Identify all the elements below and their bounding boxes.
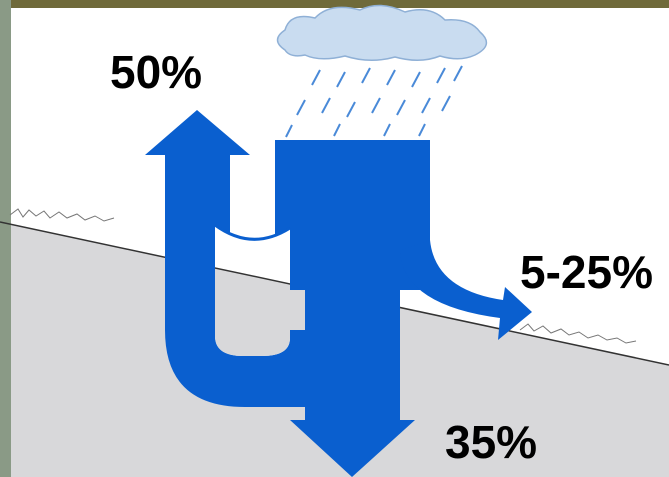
cup: [214, 223, 291, 356]
cloud: [276, 4, 488, 61]
left-strip: [0, 0, 11, 477]
runoff-arrow: [400, 240, 532, 340]
infiltration-arrow: [290, 280, 415, 477]
top-strip: [0, 0, 669, 8]
infiltration-label: 35%: [445, 416, 537, 468]
grass: [519, 323, 637, 344]
rain: [285, 65, 463, 138]
runoff-label: 5-25%: [520, 246, 653, 298]
grass: [9, 208, 115, 222]
evaporation-label: 50%: [110, 46, 202, 98]
